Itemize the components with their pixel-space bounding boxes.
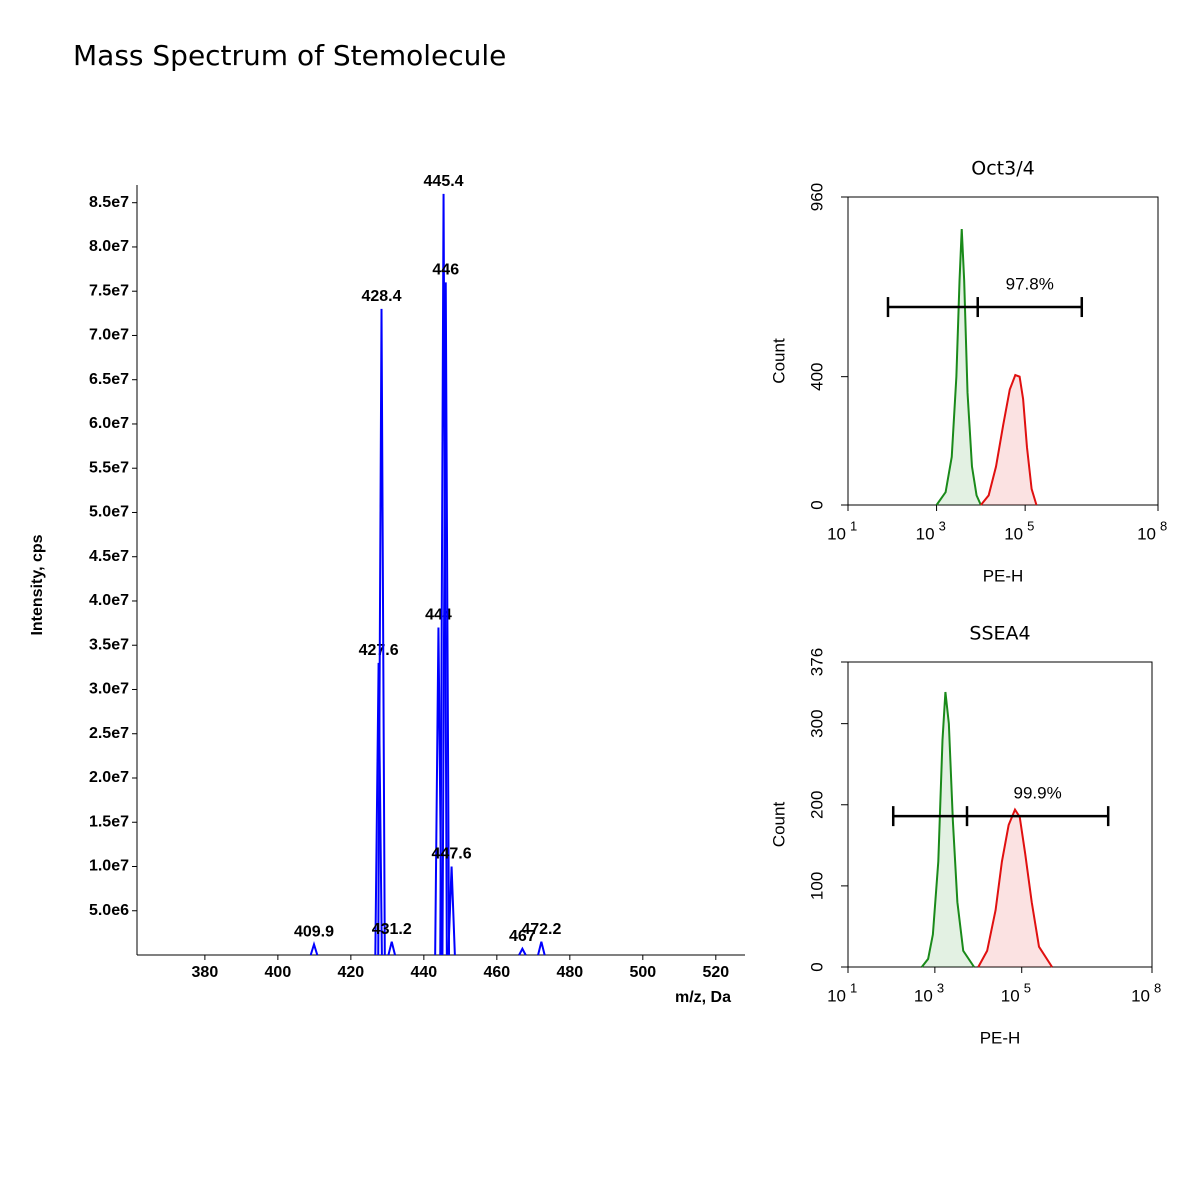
y-tick-label: 6.5e7 <box>89 371 129 388</box>
y-tick-label: 8.5e7 <box>89 194 129 211</box>
peak <box>518 946 527 956</box>
y-tick-label: 0 <box>807 962 826 971</box>
x-tick-exponent: 5 <box>1024 980 1031 995</box>
peak-label: 446 <box>432 262 459 279</box>
peak <box>447 866 456 956</box>
chart-title: Oct3/4 <box>971 158 1034 180</box>
y-tick-label: 1.0e7 <box>89 858 129 875</box>
x-tick-label: 10 <box>827 986 846 1005</box>
plot-frame <box>847 196 1159 506</box>
peak-label: 445.4 <box>424 173 464 190</box>
peak-label: 409.9 <box>294 924 334 941</box>
peak <box>377 308 386 956</box>
x-tick-exponent: 3 <box>939 518 946 533</box>
y-tick-label: 5.5e7 <box>89 459 129 476</box>
y-tick-label: 1.5e7 <box>89 813 129 830</box>
x-tick-label: 380 <box>192 964 219 981</box>
peak-label: 428.4 <box>361 288 401 305</box>
x-axis-title: m/z, Da <box>675 989 731 1006</box>
x-tick-exponent: 3 <box>937 980 944 995</box>
x-tick-exponent: 8 <box>1160 518 1167 533</box>
x-tick-exponent: 1 <box>850 980 857 995</box>
gate-label: 99.9% <box>1013 784 1061 803</box>
histogram-fill <box>921 692 975 967</box>
x-tick-label: 460 <box>483 964 510 981</box>
peak-label: 431.2 <box>372 921 412 938</box>
histogram-fill <box>936 229 981 506</box>
peak <box>309 940 319 956</box>
y-tick-label: 0 <box>807 500 826 509</box>
peak <box>374 662 383 956</box>
y-tick-label: 200 <box>807 791 826 819</box>
peak <box>387 941 396 956</box>
y-tick-label: 8.0e7 <box>89 238 129 255</box>
y-tick-label: 100 <box>807 872 826 900</box>
plot-frame <box>847 661 1153 968</box>
x-tick-label: 400 <box>265 964 292 981</box>
y-tick-label: 7.5e7 <box>89 282 129 299</box>
figure-title: Mass Spectrum of Stemolecule <box>73 39 506 72</box>
y-tick-label: 2.5e7 <box>89 725 129 742</box>
y-tick-label: 960 <box>807 183 826 211</box>
y-axis-title: Count <box>769 338 788 384</box>
histogram-line <box>920 691 975 968</box>
y-tick-label: 5.0e7 <box>89 504 129 521</box>
y-tick-label: 3.5e7 <box>89 636 129 653</box>
x-tick-label: 500 <box>629 964 656 981</box>
histogram-line <box>935 229 982 506</box>
peak-label: 447.6 <box>432 846 472 863</box>
x-tick-label: 10 <box>1137 524 1156 543</box>
x-tick-label: 10 <box>1001 986 1020 1005</box>
x-tick-exponent: 5 <box>1027 518 1034 533</box>
y-tick-label: 2.0e7 <box>89 769 129 786</box>
peak <box>439 193 448 956</box>
y-tick-label: 6.0e7 <box>89 415 129 432</box>
x-tick-label: 10 <box>827 524 846 543</box>
y-tick-label: 376 <box>807 648 826 676</box>
x-tick-label: 10 <box>1131 986 1150 1005</box>
chart-title: SSEA4 <box>969 623 1030 645</box>
x-tick-label: 440 <box>410 964 437 981</box>
gate-label: 97.8% <box>1006 275 1054 294</box>
x-tick-exponent: 8 <box>1154 980 1161 995</box>
peak <box>537 941 546 956</box>
y-tick-label: 7.0e7 <box>89 327 129 344</box>
y-tick-label: 3.0e7 <box>89 681 129 698</box>
y-tick-label: 4.5e7 <box>89 548 129 565</box>
x-tick-label: 10 <box>914 986 933 1005</box>
x-tick-label: 10 <box>1004 524 1023 543</box>
histogram-fill <box>978 809 1053 967</box>
histogram-line <box>980 373 1038 506</box>
peak-label: 467 <box>509 928 536 945</box>
peak-label: 472.2 <box>521 921 561 938</box>
y-tick-label: 5.0e6 <box>89 902 129 919</box>
y-axis-title: Count <box>769 802 788 848</box>
y-tick-label: 400 <box>807 362 826 390</box>
x-axis-title: PE-H <box>983 566 1024 585</box>
x-tick-label: 10 <box>916 524 935 543</box>
histogram-line <box>977 807 1053 968</box>
y-tick-label: 300 <box>807 709 826 737</box>
y-tick-label: 4.0e7 <box>89 592 129 609</box>
x-axis-title: PE-H <box>980 1028 1021 1047</box>
x-tick-exponent: 1 <box>850 518 857 533</box>
y-axis-title: Intensity, cps <box>29 534 46 635</box>
peak-label: 427.6 <box>359 642 399 659</box>
x-tick-label: 480 <box>556 964 583 981</box>
x-tick-label: 420 <box>338 964 365 981</box>
peak <box>441 282 451 956</box>
x-tick-label: 520 <box>702 964 729 981</box>
